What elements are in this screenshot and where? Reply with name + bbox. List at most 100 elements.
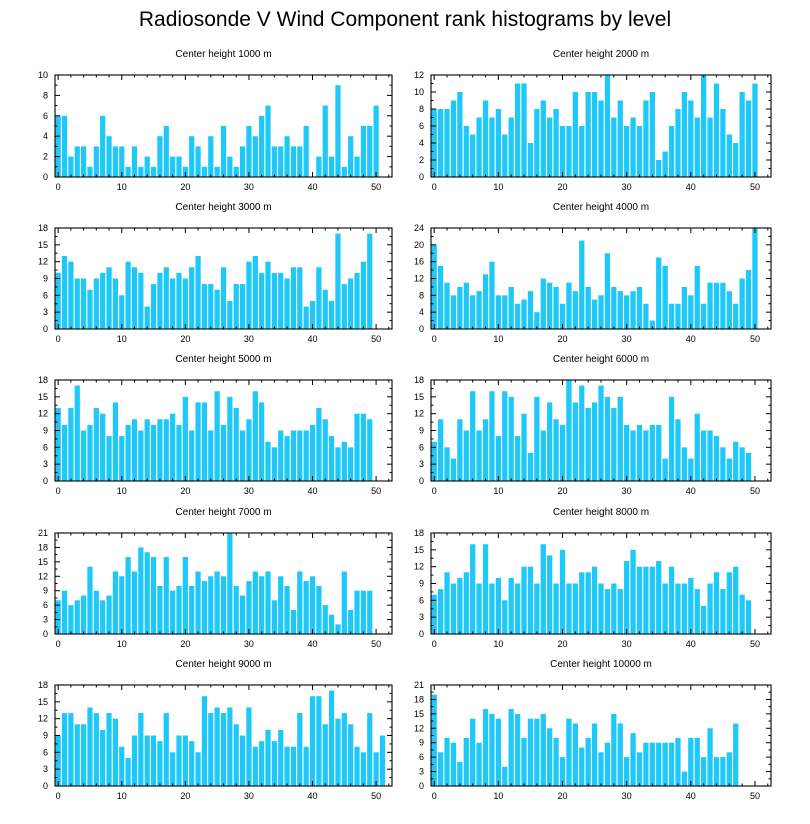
histogram-bar [668,126,675,177]
x-tick-label: 30 [622,334,632,344]
histogram-bar [739,92,745,177]
histogram-bar [463,737,469,786]
histogram-bar [566,583,572,634]
histogram-bar [636,424,643,481]
y-tick-label: 15 [38,392,48,402]
histogram-bar [624,424,630,481]
histogram-bar [444,109,450,177]
histogram-bar [214,571,220,634]
histogram-bar [534,312,540,329]
histogram-bar [553,286,559,329]
histogram-bar [55,735,61,786]
histogram-bar [284,136,290,177]
histogram-bar [195,402,201,481]
histogram-bar [208,430,214,481]
y-tick-label: 0 [43,476,48,486]
histogram-bar [227,156,233,177]
y-tick-label: 12 [38,257,48,267]
histogram-bar [694,737,700,786]
histogram-bar [527,718,534,786]
panel-title: Center height 1000 m [175,49,271,60]
histogram-bar [284,746,290,786]
histogram-bar [138,430,144,481]
histogram-bar [547,117,553,177]
histogram-bar [335,447,341,481]
x-tick-label: 10 [117,486,127,496]
histogram-bar [157,272,163,329]
histogram-bar [290,267,297,329]
histogram-bar [373,752,379,786]
histogram-bar [745,452,752,481]
y-tick-label: 18 [38,375,48,385]
histogram-bar [227,300,233,329]
histogram-bar [611,713,617,786]
histogram-bar [668,566,675,634]
histogram-bar [649,566,655,634]
histogram-bar [733,566,739,634]
y-tick-label: 15 [414,545,424,555]
y-tick-label: 0 [419,172,424,182]
x-tick-label: 0 [56,486,61,496]
histogram-bar [572,92,578,177]
histogram-bar [341,166,347,177]
histogram-bar [624,126,630,177]
y-tick-label: 8 [419,104,424,114]
histogram-bar [707,583,713,634]
histogram-bar [284,585,290,634]
histogram-bar [360,752,366,786]
histogram-bar [309,576,316,634]
histogram-bar [611,117,617,177]
y-tick-label: 2 [43,152,48,162]
histogram-bar [450,100,457,177]
histogram-bar [656,742,662,786]
histogram-bar [157,136,163,177]
histogram-bar [297,571,303,634]
histogram-bar [514,583,521,634]
histogram-bar [125,557,131,634]
histogram-bar [176,272,182,329]
histogram-bar [585,92,591,177]
histogram-bar [316,267,322,329]
histogram-bar [431,594,437,634]
histogram-bar [624,757,630,786]
histogram-bar [233,585,239,634]
histogram-bar [733,723,739,786]
x-tick-label: 30 [244,791,254,801]
histogram-bar [450,583,457,634]
histogram-bar [144,552,150,634]
y-tick-label: 12 [414,274,424,284]
x-tick-label: 0 [432,182,437,192]
y-tick-label: 3 [419,767,424,777]
histogram-bar [617,589,623,634]
histogram-bar [93,590,99,634]
histogram-bar [220,267,227,329]
histogram-bar [688,295,694,329]
histogram-bar [707,430,713,481]
histogram-bar [463,282,469,329]
histogram-bar [694,413,700,481]
histogram-bar [553,737,559,786]
histogram-panel: Center height 2000 m 0 10 20 30 40 50 0 2 4 6 8 10 12 [414,49,772,192]
histogram-bar [431,694,437,786]
histogram-bar [100,600,106,634]
histogram-bar [163,713,169,786]
histogram-bar [144,419,150,481]
histogram-bar [144,735,150,786]
histogram-bar [55,600,61,634]
histogram-bar [189,136,195,177]
histogram-bar [271,741,277,786]
histogram-bar [636,286,643,329]
histogram-bar [100,115,106,177]
histogram-bar [463,430,469,481]
histogram-bar [360,126,366,177]
panel-title: Center height 6000 m [553,354,649,365]
histogram-bar [316,408,322,481]
histogram-bar [55,115,61,177]
y-tick-label: 0 [43,629,48,639]
x-tick-label: 20 [558,486,568,496]
histogram-bar [745,600,752,634]
histogram-bar [559,126,566,177]
histogram-bar [745,100,752,177]
histogram-bar [214,289,220,329]
histogram-bar [630,430,636,481]
